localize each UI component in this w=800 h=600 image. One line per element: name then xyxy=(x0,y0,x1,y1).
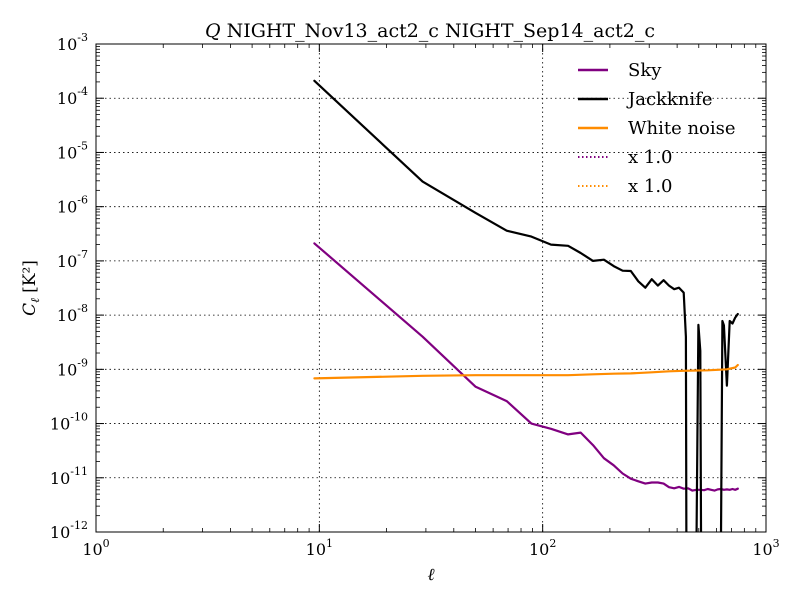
y-tick-base: 10 xyxy=(57,35,77,54)
y-axis-label-sub: ℓ xyxy=(28,298,42,303)
y-axis-label-main: C xyxy=(20,303,40,316)
y-tick-exponent: -9 xyxy=(77,356,88,369)
x-tick-exponent: 1 xyxy=(326,537,333,550)
y-tick-base: 10 xyxy=(50,469,70,488)
y-tick-base: 10 xyxy=(50,523,70,542)
legend-label: Sky xyxy=(628,60,662,81)
legend: Sky Jackknife White noise x 1.0 x 1.0 xyxy=(578,60,736,197)
x-tick-label: 102 xyxy=(529,537,556,559)
y-tick-exponent: -4 xyxy=(77,85,88,98)
legend-label: White noise xyxy=(628,118,736,139)
y-tick-base: 10 xyxy=(57,198,77,217)
x-tick-labels: 100 101 102 103 xyxy=(82,537,779,559)
legend-label: Jackknife xyxy=(626,89,713,110)
x-axis-label: ℓ xyxy=(427,565,434,585)
x-tick-label: 101 xyxy=(306,537,333,559)
y-tick-label: 10-3 xyxy=(57,31,88,54)
grid-lines xyxy=(96,44,766,532)
y-tick-labels: 10-1210-1110-1010-910-810-710-610-510-41… xyxy=(50,31,88,542)
y-tick-exponent: -3 xyxy=(77,31,88,44)
x-tick-exponent: 0 xyxy=(103,537,110,550)
series-line-jackknife xyxy=(313,79,739,532)
y-tick-base: 10 xyxy=(57,252,77,271)
y-tick-exponent: -6 xyxy=(77,194,88,207)
y-tick-label: 10-11 xyxy=(50,465,88,488)
y-tick-label: 10-5 xyxy=(57,139,88,162)
y-tick-label: 10-4 xyxy=(57,85,88,108)
x-tick-base: 10 xyxy=(529,540,549,559)
y-tick-label: 10-9 xyxy=(57,356,88,379)
chart-title: Q NIGHT_Nov13_act2_c NIGHT_Sep14_act2_c xyxy=(205,20,655,42)
series-lines xyxy=(313,79,739,532)
x-tick-exponent: 2 xyxy=(549,537,556,550)
axis-ticks xyxy=(95,43,767,533)
title-rest: NIGHT_Nov13_act2_c NIGHT_Sep14_act2_c xyxy=(227,20,655,42)
y-tick-base: 10 xyxy=(57,89,77,108)
y-tick-label: 10-10 xyxy=(50,411,88,434)
y-tick-exponent: -12 xyxy=(70,519,88,532)
x-tick-label: 100 xyxy=(82,537,109,559)
y-tick-exponent: -10 xyxy=(70,411,88,424)
y-tick-label: 10-8 xyxy=(57,302,88,325)
y-tick-exponent: -11 xyxy=(70,465,88,478)
y-tick-base: 10 xyxy=(57,360,77,379)
y-tick-base: 10 xyxy=(57,306,77,325)
y-axis-label-unit: [K²] xyxy=(20,260,40,293)
y-tick-exponent: -7 xyxy=(77,248,88,261)
legend-label: x 1.0 xyxy=(628,147,673,168)
y-tick-label: 10-12 xyxy=(50,519,88,542)
plot-frame xyxy=(95,43,767,533)
y-axis-label: Cℓ [K²] xyxy=(20,260,42,316)
x-tick-base: 10 xyxy=(306,540,326,559)
series-line-white-noise xyxy=(313,363,739,380)
x-tick-label: 103 xyxy=(752,537,779,559)
x-tick-base: 10 xyxy=(752,540,772,559)
legend-label: x 1.0 xyxy=(628,176,673,197)
x-tick-base: 10 xyxy=(82,540,102,559)
y-tick-exponent: -5 xyxy=(77,139,88,152)
y-tick-exponent: -8 xyxy=(77,302,88,315)
y-tick-base: 10 xyxy=(50,415,70,434)
title-symbol: Q xyxy=(205,20,221,42)
x-tick-exponent: 3 xyxy=(773,537,780,550)
y-tick-base: 10 xyxy=(57,143,77,162)
y-tick-label: 10-7 xyxy=(57,248,88,271)
y-tick-label: 10-6 xyxy=(57,194,88,217)
